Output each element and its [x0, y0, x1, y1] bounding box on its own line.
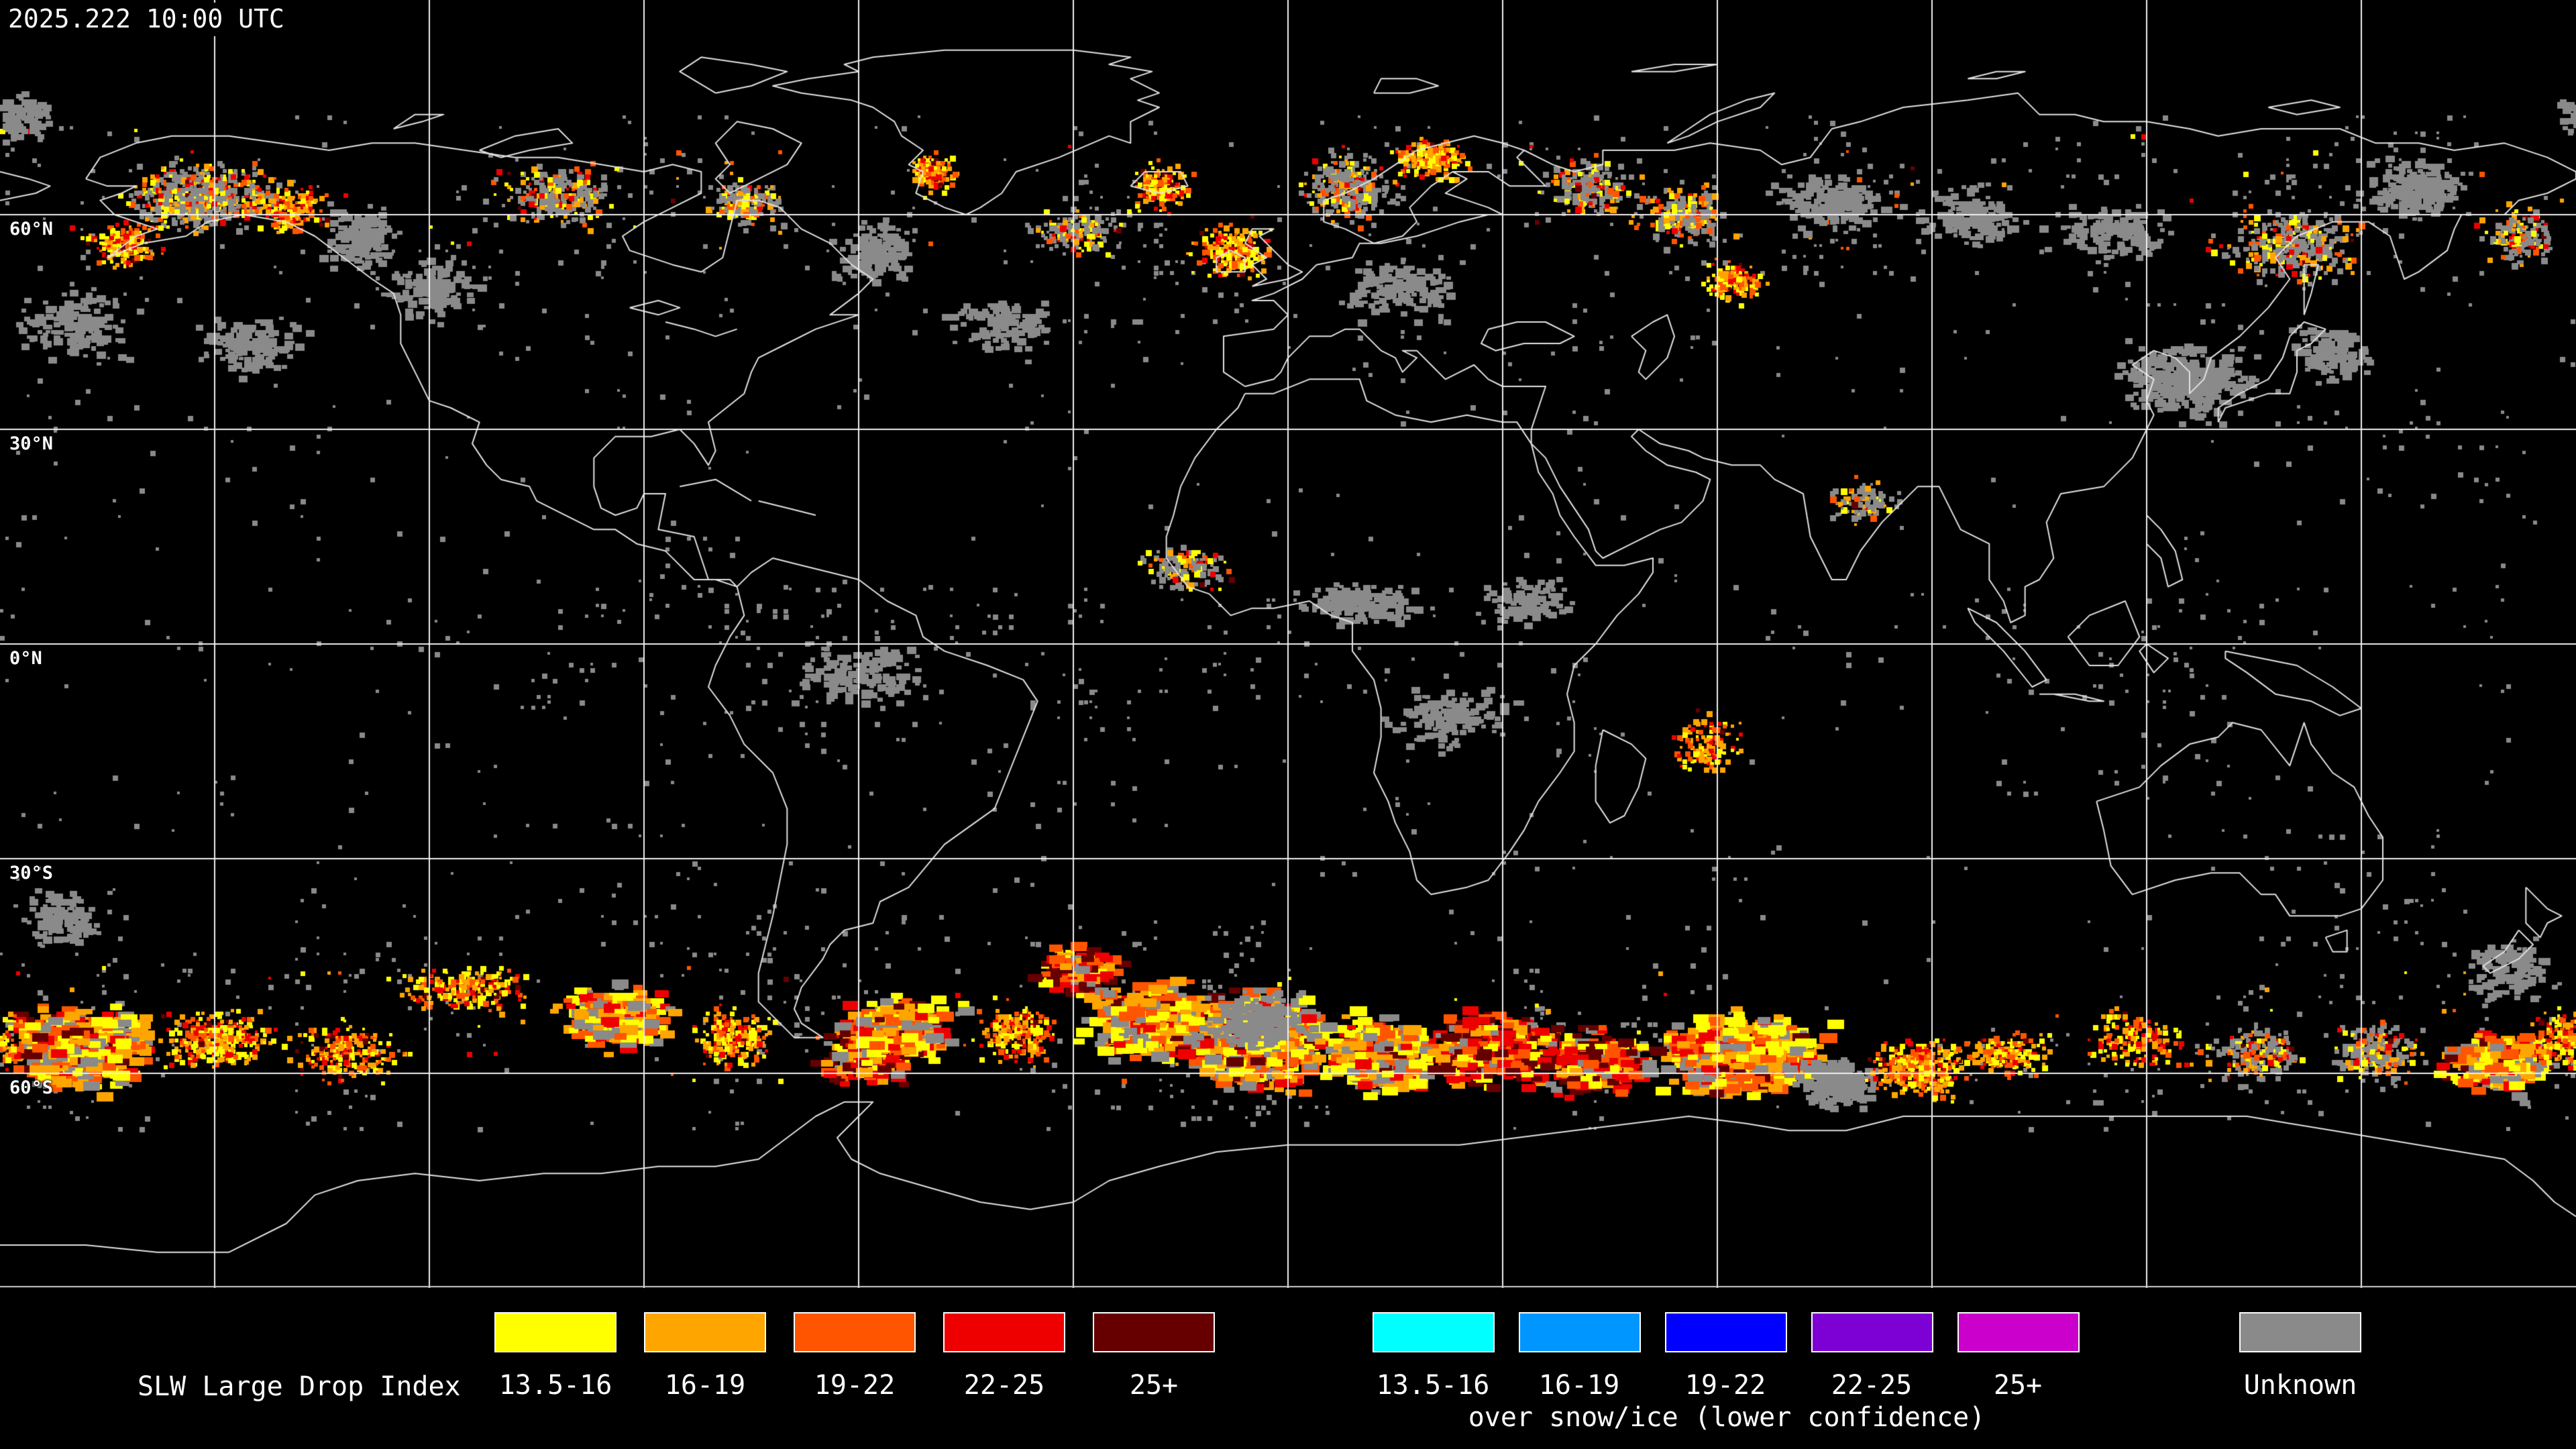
legend-label-slw-2: 16-19 — [664, 1370, 746, 1401]
legend-swatch-slw-3 — [794, 1312, 916, 1352]
legend-label-slw-3: 19-22 — [814, 1370, 896, 1401]
legend-swatch-snow-1 — [1373, 1312, 1495, 1352]
legend-swatch-snow-4 — [1811, 1312, 1933, 1352]
legend-swatch-snow-2 — [1519, 1312, 1641, 1352]
legend-label-slw-4: 22-25 — [963, 1370, 1045, 1401]
lat-label-30s: 30°S — [9, 863, 54, 883]
legend-label-slw-1: 13.5-16 — [498, 1370, 612, 1401]
legend-label-snow-3: 19-22 — [1684, 1370, 1766, 1401]
lat-label-0n: 0°N — [9, 648, 42, 669]
legend-swatch-unknown — [2239, 1312, 2361, 1352]
world-map-canvas — [0, 0, 2576, 1288]
legend-swatch-slw-2 — [644, 1312, 766, 1352]
legend-label-unknown: Unknown — [2243, 1370, 2357, 1401]
legend-label-snow-4: 22-25 — [1831, 1370, 1913, 1401]
lat-label-60n: 60°N — [9, 219, 54, 239]
legend-label-snow-2: 16-19 — [1538, 1370, 1620, 1401]
legend-title: SLW Large Drop Index — [138, 1371, 461, 1402]
legend-swatch-snow-5 — [1957, 1312, 2080, 1352]
legend-snow-caption: over snow/ice (lower confidence) — [1468, 1402, 1986, 1433]
legend-bar: SLW Large Drop Index 13.5-16 16-19 19-22… — [0, 1288, 2576, 1449]
legend-label-snow-5: 25+ — [1993, 1370, 2043, 1401]
legend-swatch-snow-3 — [1665, 1312, 1787, 1352]
legend-swatch-slw-1 — [494, 1312, 616, 1352]
legend-label-snow-1: 13.5-16 — [1376, 1370, 1490, 1401]
legend-label-slw-5: 25+ — [1129, 1370, 1179, 1401]
legend-swatch-slw-4 — [943, 1312, 1065, 1352]
lat-label-60s: 60°S — [9, 1077, 54, 1098]
lat-label-30n: 30°N — [9, 433, 54, 454]
legend-swatch-slw-5 — [1093, 1312, 1215, 1352]
timestamp: 2025.222 10:00 UTC — [7, 3, 291, 36]
